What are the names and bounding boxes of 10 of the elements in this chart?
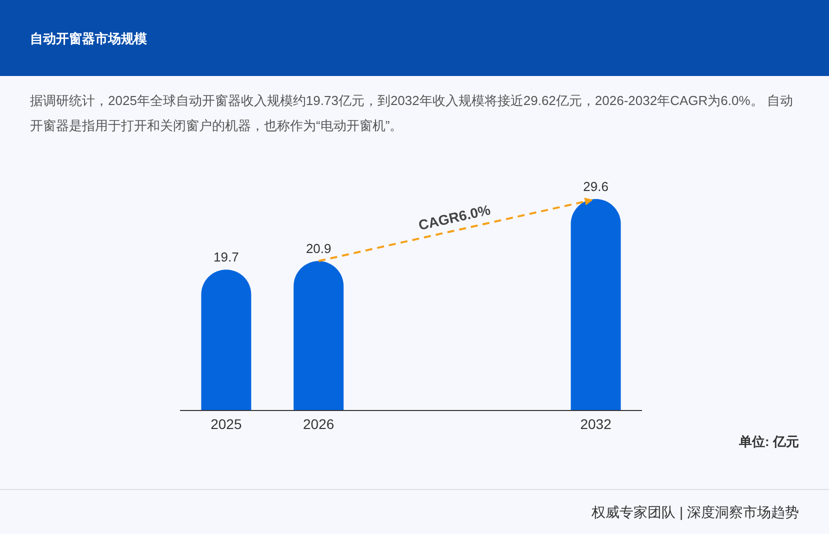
text: 单位: 亿元 <box>739 433 799 451</box>
x-tick-label: 2032 <box>580 416 612 432</box>
x-tick-label: 2025 <box>210 416 242 432</box>
chart-subtitle: 据调研统计，2025年全球自动开窗器收入规模约19.73亿元，到2032年收入规模将接近29.62亿元，2026-2032年CAGR为6.0%。 自动开窗器是指用于打开和关闭窗户的机器，也称作为“电动开窗机”。 <box>30 92 794 135</box>
text: 权威专家团队 | 深度洞察市场趋势 <box>592 503 799 522</box>
x-tick-label: 2026 <box>303 416 334 432</box>
data-label: 19.7 <box>214 250 239 265</box>
data-label: 29.6 <box>583 179 608 194</box>
chart-title: 自动开窗器市场规模 <box>30 30 147 48</box>
data-label: 20.9 <box>306 241 332 256</box>
